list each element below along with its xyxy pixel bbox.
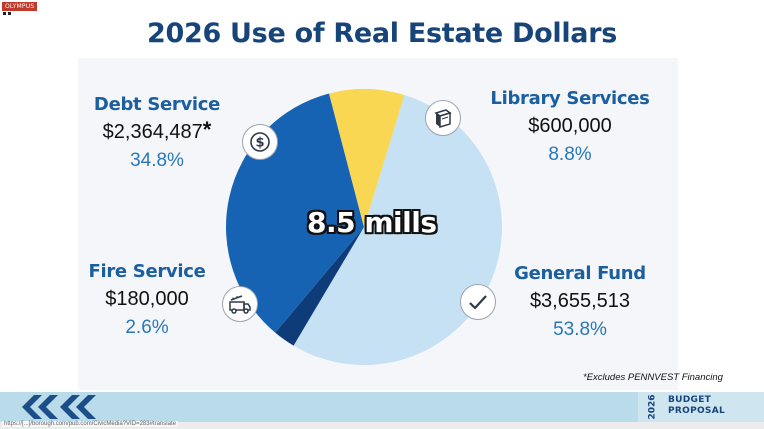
slice-name: General Fund [514,263,646,284]
pie-slice-fire-service [275,227,364,346]
budget-logo [638,392,764,422]
checkmark-icon [460,284,496,320]
slice-amount: $3,655,513 [529,290,631,312]
status-url: https://[...]/borough.com/pub.com/CivicM… [2,421,178,427]
pie-slice-general-fund [293,95,502,365]
footer-band [0,392,764,422]
chart-title: 2026 Use of Real Estate Dollars [147,18,617,49]
pie-slice-library-services [329,89,405,227]
footer-budget-proposal: BUDGET PROPOSAL [668,395,726,416]
status-bar [0,422,764,429]
footnote: *Excludes PENNVEST Financing [583,372,723,383]
slice-name: Library Services [490,88,650,109]
label-fire-service: Fire Service $180,000 2.6% [72,261,222,339]
center-mills-label: 8.5 mills [307,206,437,239]
slice-amount: $600,000 [528,115,612,137]
slice-amount: $180,000 [105,288,189,310]
fire-truck-icon [222,286,258,322]
book-icon [425,100,461,136]
dollar-icon: $ [242,124,278,160]
slice-percent: 53.8% [553,319,607,340]
chevron-arrows-icon [22,395,96,419]
corner-dot [8,12,11,15]
label-general-fund: General Fund $3,655,513 53.8% [505,263,655,341]
slice-name: Fire Service [88,261,206,282]
slice-percent: 34.8% [130,150,184,171]
corner-tag: OLYMPUS [2,2,38,11]
label-library-services: Library Services $600,000 8.8% [485,88,655,166]
slice-percent: 8.8% [548,144,592,165]
label-debt-service: Debt Service $2,364,487* 34.8% [82,94,232,172]
footer-year: 2026 [648,394,658,420]
corner-dot [3,12,6,15]
svg-text:$: $ [255,136,264,151]
slice-amount: $2,364,487* [102,117,212,144]
slice-name: Debt Service [93,94,221,115]
slice-percent: 2.6% [125,317,169,338]
